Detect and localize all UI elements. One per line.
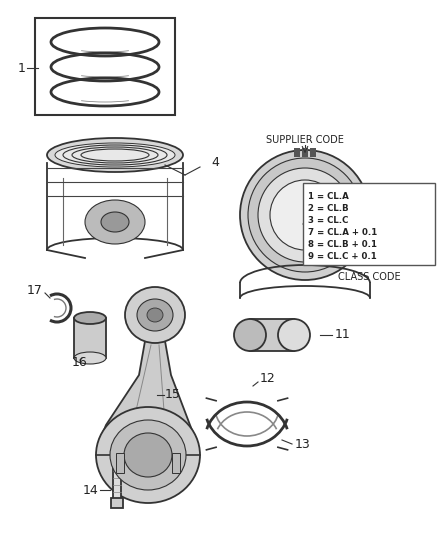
FancyBboxPatch shape	[116, 453, 124, 473]
Text: 13: 13	[295, 439, 311, 451]
Ellipse shape	[234, 319, 266, 351]
Text: 1: 1	[18, 61, 26, 75]
Ellipse shape	[101, 212, 129, 232]
FancyBboxPatch shape	[35, 18, 175, 115]
Text: 15: 15	[165, 389, 181, 401]
FancyBboxPatch shape	[74, 318, 106, 358]
Text: 12: 12	[260, 372, 276, 384]
Text: 14: 14	[82, 483, 98, 497]
FancyBboxPatch shape	[302, 148, 308, 157]
Text: 1 = CL.A: 1 = CL.A	[308, 192, 349, 201]
Ellipse shape	[85, 200, 145, 244]
Ellipse shape	[258, 168, 352, 262]
Text: 3 = CL.C: 3 = CL.C	[308, 216, 348, 225]
Text: 17: 17	[27, 284, 43, 296]
FancyBboxPatch shape	[310, 148, 316, 157]
Ellipse shape	[125, 287, 185, 343]
Ellipse shape	[124, 433, 172, 477]
Text: 8 = CL.B + 0.1: 8 = CL.B + 0.1	[308, 240, 377, 249]
Ellipse shape	[137, 299, 173, 331]
Ellipse shape	[270, 180, 340, 250]
Ellipse shape	[47, 138, 183, 172]
Polygon shape	[98, 341, 198, 445]
FancyBboxPatch shape	[294, 148, 300, 157]
Ellipse shape	[248, 158, 362, 272]
FancyBboxPatch shape	[111, 498, 123, 508]
Text: SUPPLIER CODE: SUPPLIER CODE	[266, 135, 344, 145]
Text: 9 = CL.C + 0.1: 9 = CL.C + 0.1	[308, 252, 377, 261]
Ellipse shape	[74, 352, 106, 364]
Text: 11: 11	[335, 328, 351, 342]
FancyBboxPatch shape	[172, 453, 180, 473]
Text: 16: 16	[72, 356, 88, 368]
Ellipse shape	[147, 308, 163, 322]
Text: 2 = CL.B: 2 = CL.B	[308, 204, 349, 213]
Ellipse shape	[278, 319, 310, 351]
FancyBboxPatch shape	[250, 319, 294, 351]
Ellipse shape	[96, 407, 200, 503]
Ellipse shape	[240, 150, 370, 280]
Ellipse shape	[110, 420, 186, 490]
Ellipse shape	[74, 312, 106, 324]
Text: 7 = CL.A + 0.1: 7 = CL.A + 0.1	[308, 228, 377, 237]
FancyBboxPatch shape	[113, 460, 121, 500]
Text: 4: 4	[211, 157, 219, 169]
Text: CLASS CODE: CLASS CODE	[338, 272, 400, 282]
Ellipse shape	[55, 143, 175, 167]
FancyBboxPatch shape	[303, 183, 435, 265]
